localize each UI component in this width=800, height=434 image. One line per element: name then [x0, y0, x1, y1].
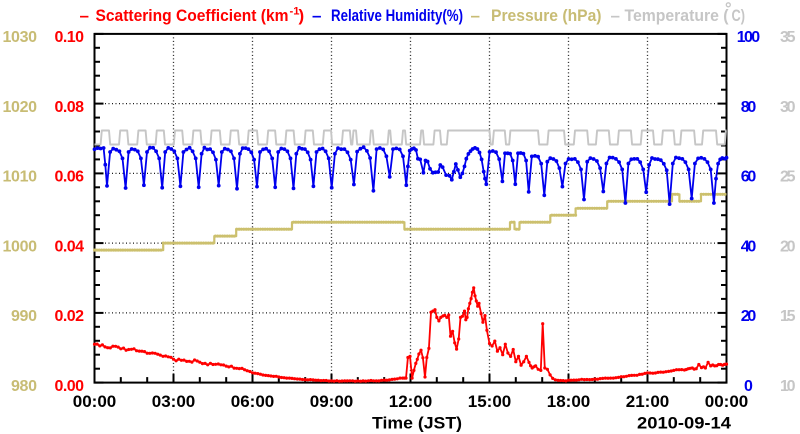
svg-text:40: 40: [741, 238, 757, 255]
svg-text:21:00: 21:00: [626, 392, 669, 411]
svg-text:00:00: 00:00: [705, 392, 748, 411]
svg-text:60: 60: [741, 169, 757, 186]
svg-text:0.00: 0.00: [55, 378, 85, 395]
svg-text:1020: 1020: [3, 99, 38, 116]
svg-text:00:00: 00:00: [73, 392, 116, 411]
svg-text:18:00: 18:00: [547, 392, 590, 411]
svg-text:0.02: 0.02: [55, 308, 85, 325]
svg-text:1030: 1030: [3, 29, 38, 46]
svg-text:1010: 1010: [3, 169, 38, 186]
svg-text:06:00: 06:00: [231, 392, 274, 411]
svg-text:–: –: [312, 6, 321, 25]
svg-text:30: 30: [780, 99, 796, 116]
svg-text:990: 990: [11, 308, 37, 325]
svg-text:Pressure (hPa): Pressure (hPa): [491, 6, 602, 25]
svg-text:25: 25: [780, 169, 796, 186]
svg-text:0.10: 0.10: [55, 29, 85, 46]
svg-text:0: 0: [744, 378, 753, 395]
svg-text:100: 100: [737, 29, 760, 46]
svg-text:15:00: 15:00: [468, 392, 511, 411]
svg-text:–: –: [611, 6, 620, 25]
svg-text:20: 20: [741, 308, 757, 325]
svg-text:Time (JST): Time (JST): [372, 415, 462, 433]
svg-text:Temperature (: Temperature (: [625, 6, 729, 25]
svg-text:1000: 1000: [3, 238, 38, 255]
svg-text:C): C): [732, 6, 746, 25]
svg-text:Scattering Coefficient (km: Scattering Coefficient (km: [96, 6, 289, 25]
svg-text:80: 80: [741, 99, 757, 116]
svg-text:09:00: 09:00: [310, 392, 353, 411]
svg-text:2010-09-14: 2010-09-14: [637, 415, 732, 433]
svg-text:): ): [299, 6, 305, 25]
svg-text:0.06: 0.06: [55, 169, 85, 186]
svg-text:12:00: 12:00: [389, 392, 432, 411]
svg-text:20: 20: [780, 238, 796, 255]
svg-text:0.04: 0.04: [55, 238, 85, 255]
svg-text:980: 980: [11, 378, 37, 395]
svg-text:35: 35: [780, 29, 796, 46]
svg-text:–: –: [80, 6, 89, 25]
svg-text:-1: -1: [290, 6, 300, 18]
svg-text:Relative Humidity(%): Relative Humidity(%): [331, 6, 463, 25]
svg-text:03:00: 03:00: [152, 392, 195, 411]
svg-text:15: 15: [780, 308, 796, 325]
svg-text:10: 10: [780, 378, 796, 395]
svg-text:0.08: 0.08: [55, 99, 85, 116]
svg-text:–: –: [471, 6, 480, 25]
